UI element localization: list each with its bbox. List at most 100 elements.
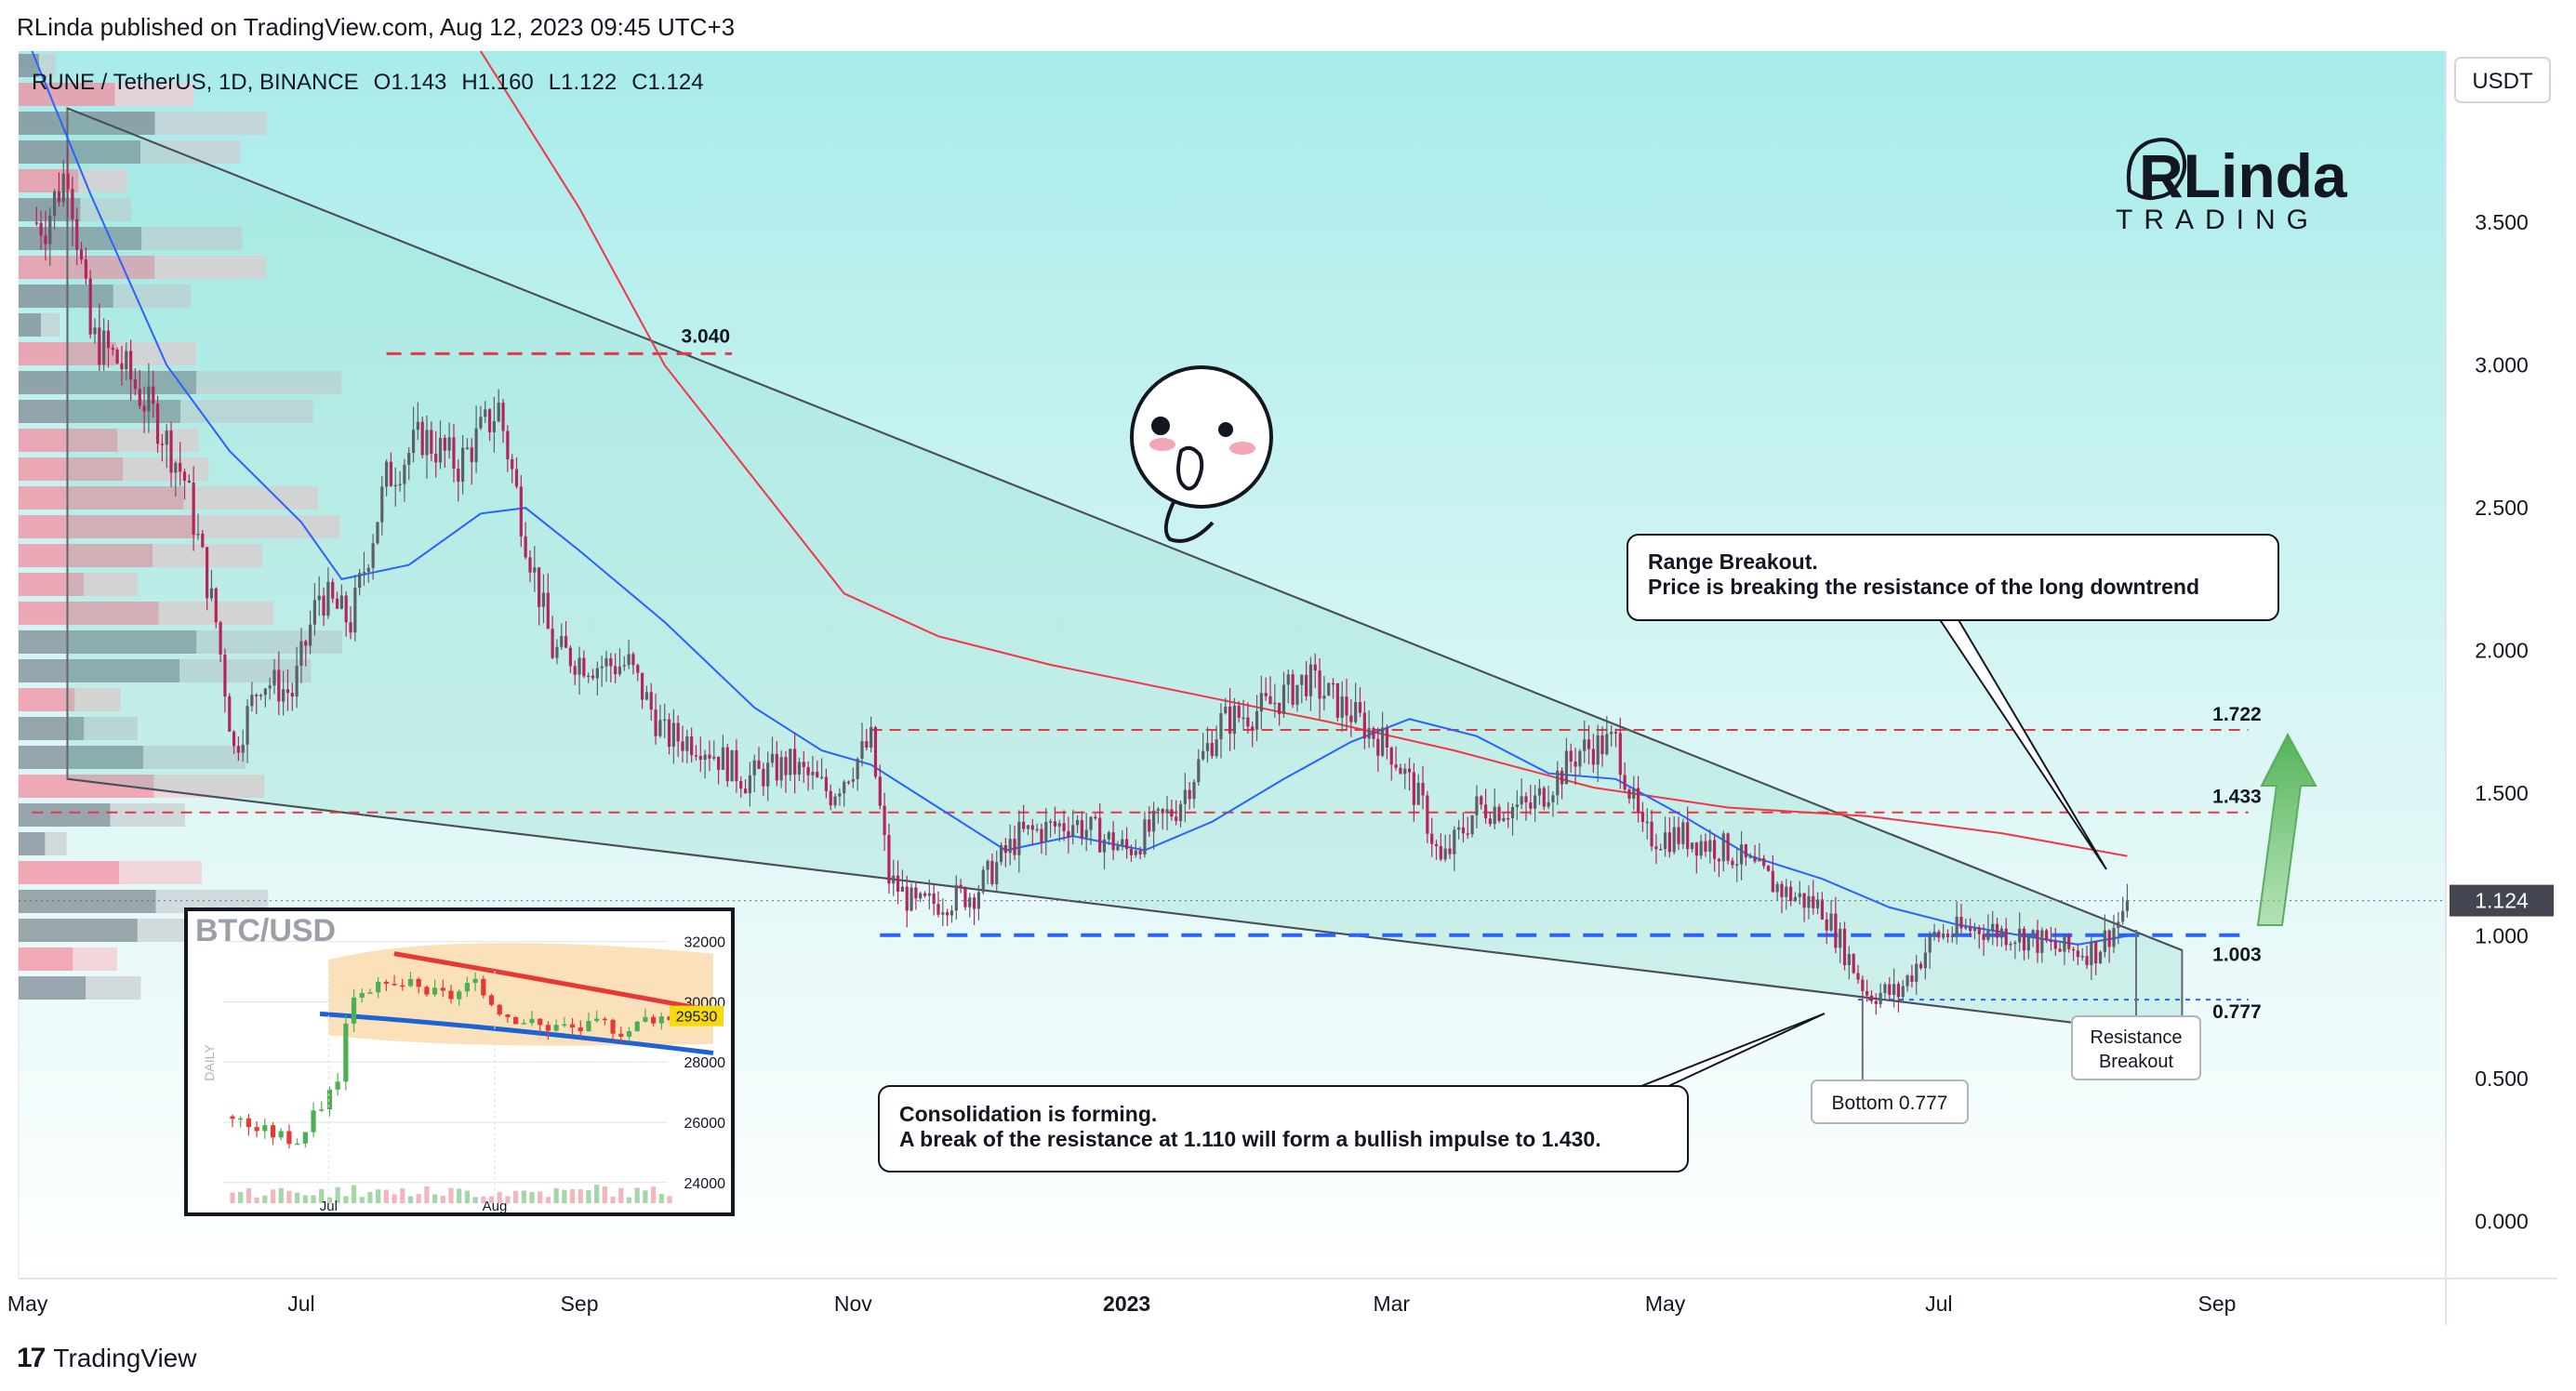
candle-body bbox=[1667, 832, 1671, 853]
candle-body bbox=[344, 595, 348, 623]
candle-body bbox=[757, 760, 761, 769]
candle-body bbox=[1959, 916, 1963, 929]
inset-ma-blue bbox=[319, 1011, 714, 1056]
candle-body bbox=[560, 636, 564, 647]
candle-body bbox=[954, 884, 958, 911]
currency-button[interactable]: USDT bbox=[2454, 57, 2551, 103]
price-chart[interactable]: 3.040 1.722 1.433 1.003 0.777 3.500 3.000 2.50… bbox=[0, 0, 2576, 1339]
candle-body bbox=[182, 471, 187, 481]
candle-body bbox=[1744, 844, 1747, 857]
candle-body bbox=[165, 431, 168, 445]
candle-body bbox=[1354, 702, 1358, 722]
tradingview-footer[interactable]: 17 TradingView bbox=[17, 1343, 196, 1374]
candle-body bbox=[1008, 839, 1012, 854]
candle-body bbox=[1600, 735, 1604, 755]
candle-body bbox=[1686, 822, 1690, 850]
btc-inset: 320003000028000260002400029530BTC/USDDAI… bbox=[184, 907, 735, 1216]
inset-candle-body bbox=[634, 1021, 640, 1031]
candle-body bbox=[1798, 893, 1801, 897]
candle-body bbox=[223, 654, 227, 696]
candle-body bbox=[1583, 739, 1587, 751]
candle-body bbox=[1335, 682, 1339, 718]
time-axis[interactable]: May Jul Sep Nov 2023 Mar May Jul Sep bbox=[7, 1292, 2237, 1316]
falling-wedge bbox=[66, 106, 2184, 1038]
candle-body bbox=[1515, 804, 1519, 807]
candle-body bbox=[524, 536, 527, 558]
inset-candle-body bbox=[586, 1021, 591, 1032]
candle-body bbox=[335, 598, 339, 609]
candle-body bbox=[667, 719, 671, 748]
inset-volume-bar bbox=[407, 1196, 414, 1203]
volume-profile-bar bbox=[19, 947, 73, 971]
price-tick-label: 3.000 bbox=[2475, 353, 2529, 378]
candle-body bbox=[358, 573, 362, 589]
candle-body bbox=[1461, 827, 1466, 834]
candle-body bbox=[528, 557, 532, 573]
svg-text:RLinda: RLinda bbox=[2139, 141, 2348, 210]
bullish-target-arrow bbox=[2256, 732, 2317, 926]
inset-candle-body bbox=[545, 1025, 551, 1031]
candle-body bbox=[2107, 930, 2111, 947]
inset-volume-bar bbox=[626, 1197, 632, 1203]
inset-volume-bar bbox=[416, 1194, 421, 1203]
candle-body bbox=[160, 444, 164, 445]
volume-profile-bar bbox=[19, 890, 156, 913]
candle-body bbox=[981, 869, 985, 893]
price-tick-label: 0.500 bbox=[2475, 1066, 2529, 1091]
candle-body bbox=[833, 796, 837, 806]
candle-body bbox=[470, 447, 473, 462]
candle-body bbox=[587, 675, 591, 678]
symbol-legend[interactable]: RUNE / TetherUS, 1D, BINANCE O1.143 H1.160… bbox=[32, 70, 704, 95]
inset-candle-body bbox=[335, 1081, 340, 1090]
volume-profile-bar bbox=[19, 976, 86, 1000]
candle-body bbox=[1892, 984, 1896, 995]
candle-body bbox=[1520, 796, 1523, 805]
candle-body bbox=[1507, 817, 1510, 820]
candle-body bbox=[1224, 706, 1228, 714]
candle-body bbox=[1480, 796, 1483, 805]
candle-body bbox=[2045, 930, 2049, 941]
candle-body bbox=[219, 622, 222, 655]
candle-body bbox=[1596, 735, 1600, 765]
candle-body bbox=[1071, 825, 1075, 837]
candle-body bbox=[1632, 788, 1636, 799]
inset-last-badge bbox=[670, 1005, 724, 1027]
svg-text:TRADING: TRADING bbox=[2116, 205, 2319, 235]
inset-candle-body bbox=[481, 978, 486, 996]
candle-body bbox=[1062, 823, 1066, 831]
candle-body bbox=[1847, 954, 1851, 965]
candle-body bbox=[887, 835, 891, 884]
candle-body bbox=[1852, 954, 1855, 974]
time-tick-label: Sep bbox=[561, 1292, 599, 1316]
candle-body bbox=[209, 588, 214, 599]
candle-body bbox=[1999, 928, 2003, 938]
candle-body bbox=[57, 191, 61, 203]
candle-body bbox=[1246, 717, 1250, 727]
candle-body bbox=[1403, 768, 1407, 775]
candle-body bbox=[766, 762, 770, 787]
inset-volume-bar bbox=[488, 1196, 495, 1203]
candle-body bbox=[1972, 927, 1977, 932]
candle-body bbox=[636, 665, 640, 673]
candle-body bbox=[1089, 816, 1093, 830]
price-axis[interactable]: 3.500 3.000 2.500 2.000 1.500 1.000 0.500 0.000… bbox=[19, 210, 2554, 1234]
range-breakout-text: Price is breaking the resistance of the … bbox=[1648, 575, 2199, 599]
candle-body bbox=[1098, 817, 1102, 853]
inset-volume-bar bbox=[545, 1197, 551, 1203]
candle-body bbox=[946, 912, 949, 916]
candle-body bbox=[927, 893, 931, 896]
time-tick-label: May bbox=[1645, 1292, 1686, 1316]
candle-body bbox=[487, 409, 492, 432]
candle-body bbox=[1340, 696, 1344, 718]
candle-body bbox=[1591, 748, 1595, 765]
candle-body bbox=[2103, 930, 2106, 952]
candle-body bbox=[963, 888, 967, 907]
candle-body bbox=[1977, 927, 1981, 934]
candle-body bbox=[1812, 895, 1815, 908]
candle-body bbox=[1950, 935, 1954, 937]
inset-volume-bar bbox=[586, 1190, 591, 1203]
candle-body bbox=[1349, 715, 1353, 722]
candle-body bbox=[1820, 899, 1825, 920]
candle-body bbox=[1121, 839, 1124, 846]
svg-text:Breakout: Breakout bbox=[2099, 1052, 2173, 1072]
